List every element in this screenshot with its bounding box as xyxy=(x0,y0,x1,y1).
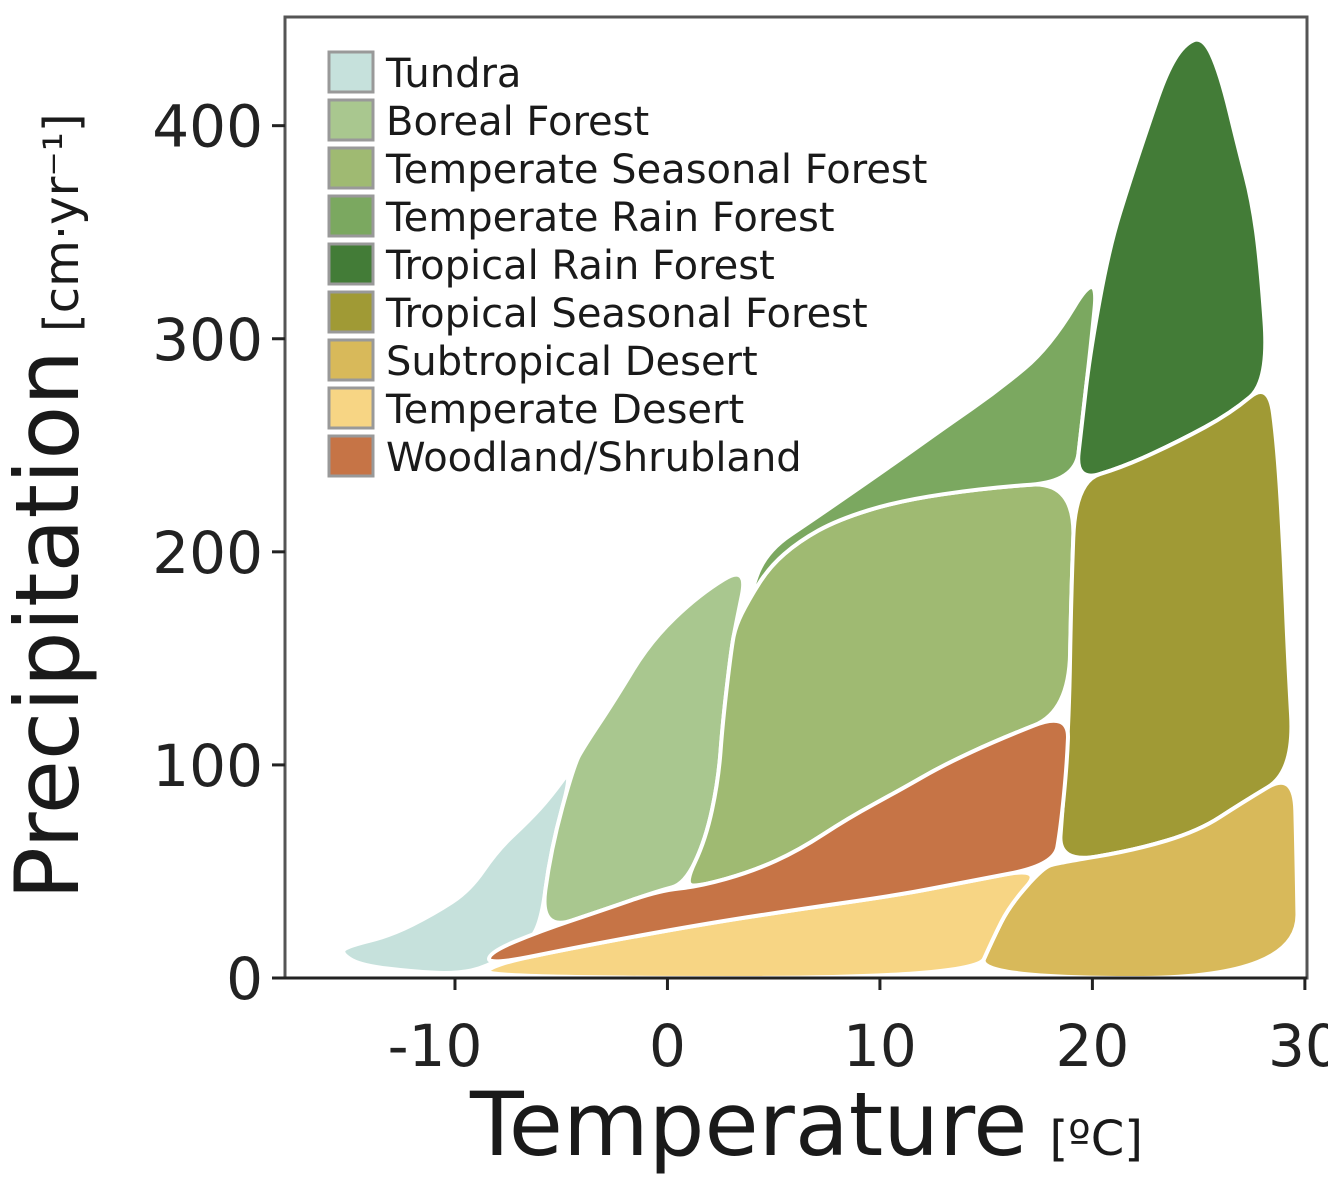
legend-label: Tropical Rain Forest xyxy=(385,243,775,289)
x-axis-unit: [ºC] xyxy=(1049,1111,1143,1167)
biome-regions xyxy=(341,37,1300,980)
y-axis-label: Precipitation xyxy=(0,350,99,900)
x-tick-label: 20 xyxy=(1055,1012,1129,1080)
legend-swatch xyxy=(327,242,375,286)
y-tick-label: 200 xyxy=(152,519,263,587)
legend-swatch xyxy=(327,146,375,190)
y-axis-unit: [cm·yr⁻¹] xyxy=(34,113,90,332)
legend-label: Boreal Forest xyxy=(386,99,649,145)
legend-swatch xyxy=(327,386,375,430)
y-tick-label: 0 xyxy=(226,945,263,1013)
legend-label: Temperate Seasonal Forest xyxy=(385,147,927,193)
x-tick-label: 30 xyxy=(1268,1012,1328,1080)
x-tick-label: 10 xyxy=(843,1012,917,1080)
y-tick-label: 100 xyxy=(152,732,263,800)
legend-label: Temperate Desert xyxy=(385,387,744,433)
legend-label: Subtropical Desert xyxy=(386,339,758,385)
y-tick-label: 300 xyxy=(152,306,263,374)
legend-swatch xyxy=(327,338,375,382)
legend-swatch xyxy=(327,98,375,142)
x-tick-label: -10 xyxy=(388,1012,483,1080)
x-tick-label: 0 xyxy=(649,1012,686,1080)
x-axis-ticks: -10 0 10 20 30 xyxy=(388,978,1328,1080)
y-tick-label: 400 xyxy=(152,93,263,161)
legend-swatch xyxy=(327,50,375,94)
legend-label: Woodland/Shrubland xyxy=(386,435,802,481)
legend-swatch xyxy=(327,194,375,238)
y-axis-ticks: 0 100 200 300 400 xyxy=(152,93,285,1013)
region-temperate-rain-forest xyxy=(750,285,1098,593)
legend-label: Tropical Seasonal Forest xyxy=(385,291,868,337)
x-axis-label: Temperature xyxy=(469,1073,1027,1176)
legend-label: Tundra xyxy=(385,51,521,97)
x-axis-title: Temperature [ºC] xyxy=(469,1073,1143,1176)
legend-label: Temperate Rain Forest xyxy=(385,195,835,241)
legend-swatch xyxy=(327,434,375,478)
legend-swatch xyxy=(327,290,375,334)
region-woodland-shrubland xyxy=(486,718,1070,964)
y-axis-title: Precipitation [cm·yr⁻¹] xyxy=(0,113,99,900)
